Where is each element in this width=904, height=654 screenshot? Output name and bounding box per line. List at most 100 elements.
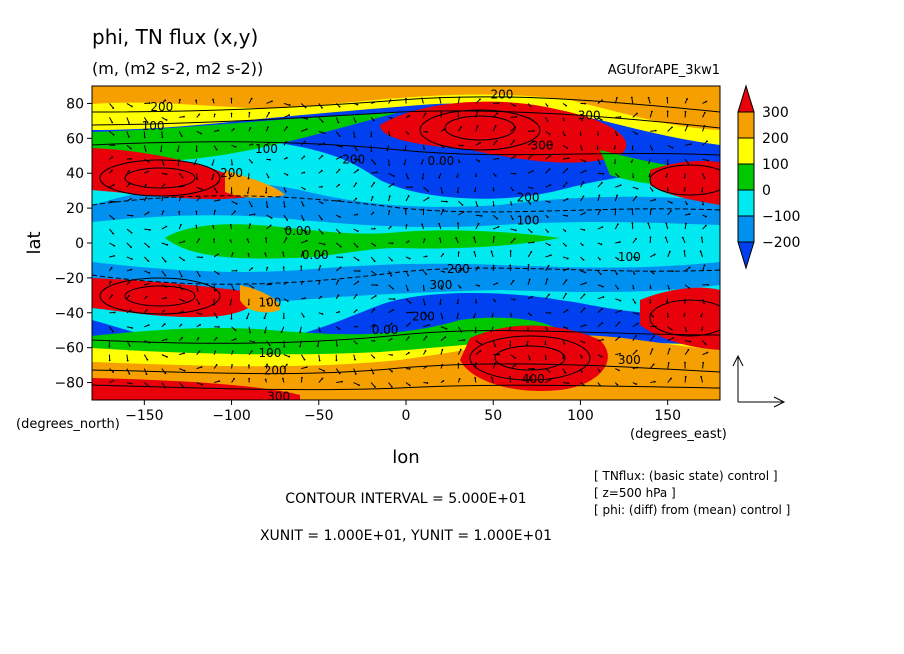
contour-line (92, 96, 720, 113)
contour-label: 200 (447, 262, 470, 276)
flux-vector-head (390, 322, 393, 325)
flux-vector-head (266, 363, 269, 366)
flux-vector-head (198, 238, 201, 241)
contour-line (92, 363, 720, 375)
flux-vector-head (619, 299, 622, 302)
flux-vector (632, 335, 637, 341)
flux-vector (300, 214, 305, 221)
flux-vector-head (286, 126, 288, 129)
flux-vector-head (458, 377, 461, 380)
flux-vector-head (300, 265, 303, 268)
flux-vector (388, 172, 395, 177)
flux-vector-head (323, 370, 326, 372)
flux-vector (143, 145, 147, 151)
flux-vector-head (373, 356, 376, 359)
flux-vector-head (599, 384, 602, 387)
flux-vector-head (111, 156, 114, 159)
colorbar-segment (737, 189, 755, 217)
flux-vector-head (564, 230, 567, 232)
flux-vector-head (427, 315, 430, 318)
flux-vector-head (513, 104, 516, 107)
flux-vector-head (566, 168, 569, 170)
flux-vector-head (304, 106, 307, 109)
flux-vector (665, 237, 669, 244)
flux-vector-head (305, 128, 308, 131)
flux-vector (353, 169, 359, 174)
flux-vector-head (285, 363, 288, 366)
flux-vector (473, 237, 477, 244)
flux-vector-head (614, 162, 616, 165)
flux-vector (422, 173, 424, 179)
x-axis-ticks: −150 −100 −50 0 50 100 150 (125, 400, 681, 424)
flux-vector-head (666, 110, 669, 113)
x-tick-label: −150 (125, 408, 163, 424)
flux-vector-head (532, 241, 535, 244)
flux-vector-head (355, 342, 358, 345)
flux-vector-head (473, 236, 475, 239)
flux-vector (510, 127, 516, 132)
flux-vector-head (650, 208, 652, 211)
flux-vector-head (546, 105, 549, 107)
flux-vector-head (211, 178, 214, 180)
flux-vector-head (648, 175, 651, 178)
flux-vector (318, 368, 325, 372)
flux-vector-head (666, 315, 669, 318)
flux-vector (700, 251, 704, 258)
flux-vector (353, 368, 357, 375)
flux-vector-head (405, 224, 408, 226)
flux-vector-head (374, 244, 376, 247)
flux-vector-head (113, 311, 116, 314)
flux-vector-head (474, 331, 477, 334)
flux-vector (562, 182, 568, 188)
flux-vector-head (667, 361, 670, 364)
field-red-south (92, 378, 300, 400)
flux-vector (335, 117, 339, 123)
flux-vector-head (459, 286, 462, 289)
flux-vector (318, 117, 324, 123)
flux-vector-head (636, 133, 638, 135)
contour-line (649, 164, 720, 196)
flux-vector (510, 364, 516, 369)
flux-vector (405, 298, 411, 304)
flux-vector-head (195, 99, 197, 102)
flux-vector-head (636, 112, 638, 115)
flux-vector-head (318, 359, 321, 362)
flux-vector-head (653, 380, 656, 383)
flux-vector-head (423, 303, 426, 306)
flux-vector (405, 173, 409, 179)
flux-vector (178, 131, 183, 137)
flux-vector-head (339, 245, 342, 248)
flux-vector-head (201, 256, 203, 259)
flux-vector (318, 253, 324, 258)
flux-vector (266, 340, 271, 346)
flux-vector (631, 97, 634, 104)
flux-vector (580, 170, 586, 174)
flux-vector (370, 270, 377, 275)
flux-vector (545, 294, 550, 300)
flux-vector-head (458, 96, 461, 99)
flux-vector-head (108, 359, 111, 362)
flux-vector-head (161, 197, 164, 199)
flux-vector (562, 157, 569, 160)
flux-vector (283, 214, 288, 221)
flux-vector-head (579, 133, 582, 136)
flux-vector-head (316, 345, 319, 348)
flux-vector-head (665, 222, 668, 225)
flux-vector (545, 254, 552, 258)
flux-vector-head (601, 99, 604, 102)
flux-vector (126, 368, 130, 374)
flux-vector-head (509, 264, 512, 267)
flux-vector (649, 111, 653, 118)
flux-vector-head (460, 268, 463, 271)
flux-vector (335, 131, 341, 137)
flux-vector-head (213, 238, 215, 241)
flux-vector-head (493, 236, 495, 238)
flux-vector-head (193, 163, 196, 166)
flux-vector-head (249, 331, 251, 334)
flux-vector-head (457, 222, 459, 225)
flux-vector-head (652, 272, 655, 275)
flux-vector (263, 312, 267, 319)
flux-vector (492, 125, 497, 132)
flux-vector-head (428, 324, 430, 326)
flux-vector-head (510, 203, 513, 206)
